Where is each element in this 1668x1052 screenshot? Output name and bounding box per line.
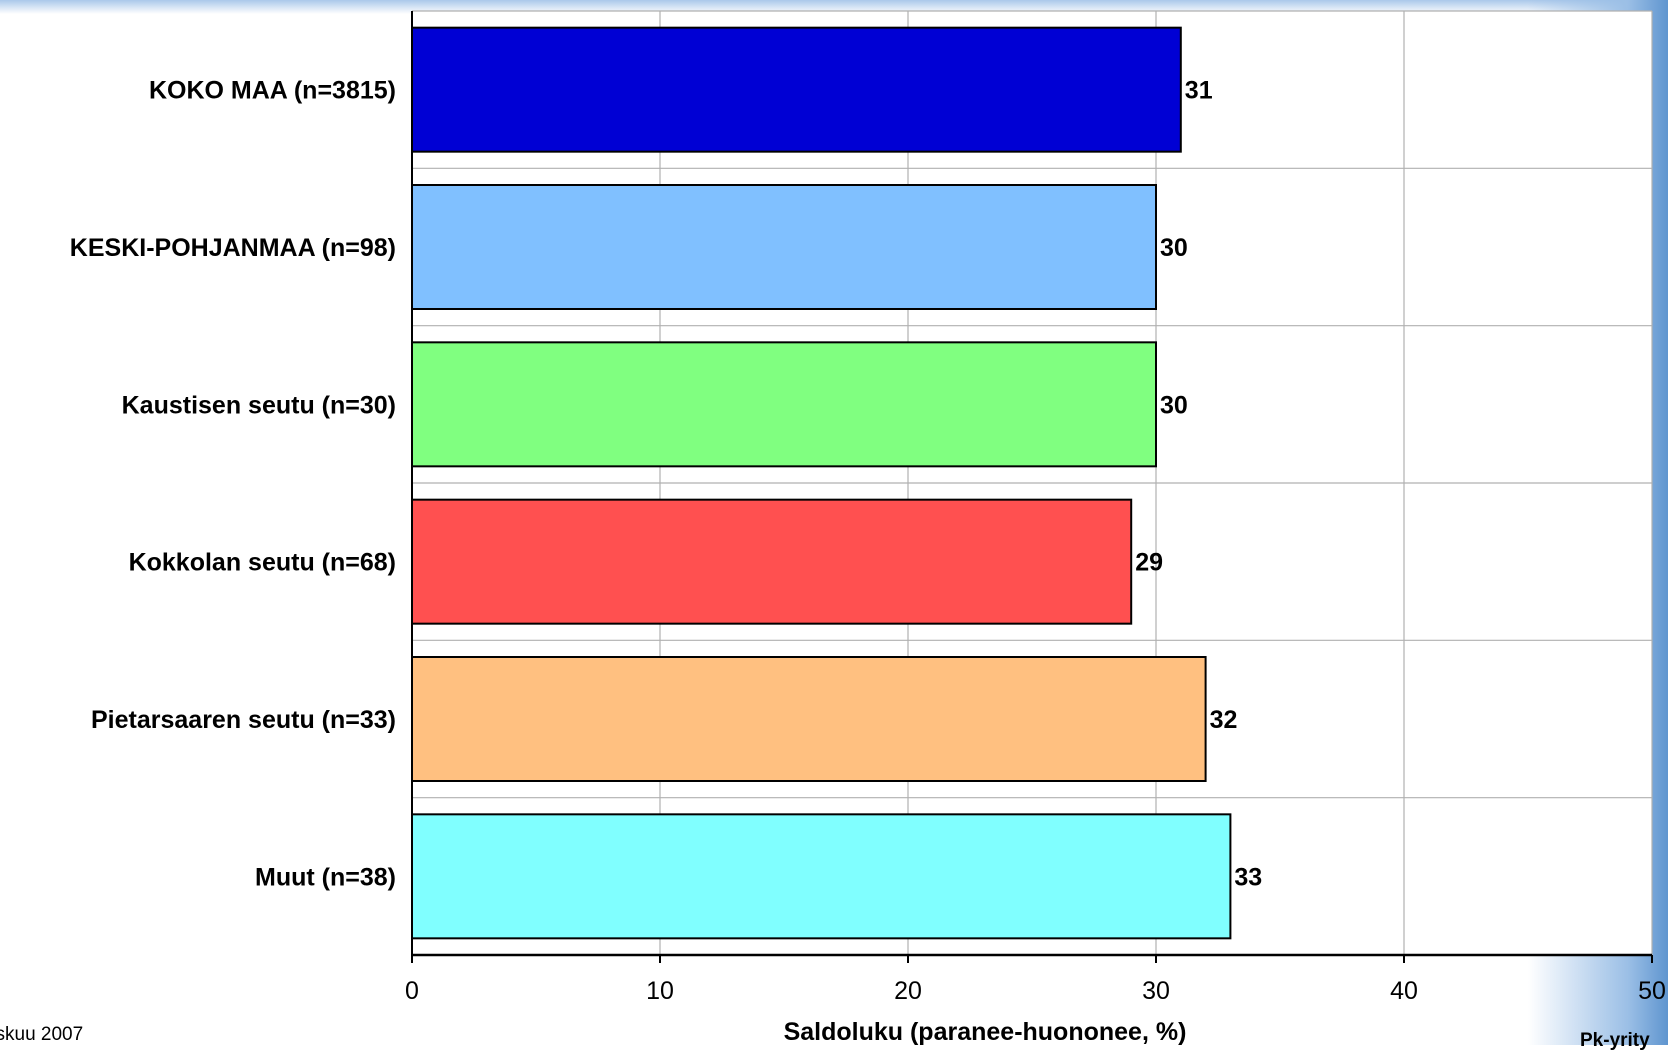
category-label-3: Kokkolan seutu (n=68)	[129, 549, 396, 577]
bar-3	[411, 498, 1133, 625]
x-tick-label-1: 10	[646, 977, 674, 1005]
footer-date: yskuu 2007	[0, 1024, 84, 1045]
footer-source: Pk-yrity	[1580, 1030, 1650, 1051]
category-label-5: Muut (n=38)	[255, 863, 396, 891]
bar-5	[411, 813, 1232, 940]
bars	[411, 26, 1232, 940]
x-axis-label: Saldoluku (paranee-huononee, %)	[784, 1018, 1187, 1045]
value-label-1: 30	[1160, 234, 1188, 262]
value-label-4: 32	[1210, 706, 1238, 734]
x-tick-label-5: 50	[1638, 977, 1666, 1005]
category-label-2: Kaustisen seutu (n=30)	[122, 391, 396, 419]
value-label-3: 29	[1135, 549, 1163, 577]
axes	[411, 11, 1653, 963]
labels: 31 KOKO MAA (n=3815) 30 KESKI-POHJANMAA (n=…	[70, 77, 1666, 1005]
x-tick-label-3: 30	[1142, 977, 1170, 1005]
bar-1	[411, 184, 1157, 310]
x-tick-label-2: 20	[894, 977, 922, 1005]
category-label-1: KESKI-POHJANMAA (n=98)	[70, 234, 396, 262]
category-label-0: KOKO MAA (n=3815)	[149, 77, 396, 105]
bar-0	[411, 26, 1182, 153]
value-label-5: 33	[1234, 863, 1262, 891]
bar-4	[411, 656, 1207, 782]
bar-2	[411, 341, 1157, 468]
category-label-4: Pietarsaaren seutu (n=33)	[91, 706, 396, 734]
x-tick-label-0: 0	[405, 977, 419, 1005]
value-label-0: 31	[1185, 77, 1213, 105]
value-label-2: 30	[1160, 391, 1188, 419]
x-tick-label-4: 40	[1390, 977, 1418, 1005]
